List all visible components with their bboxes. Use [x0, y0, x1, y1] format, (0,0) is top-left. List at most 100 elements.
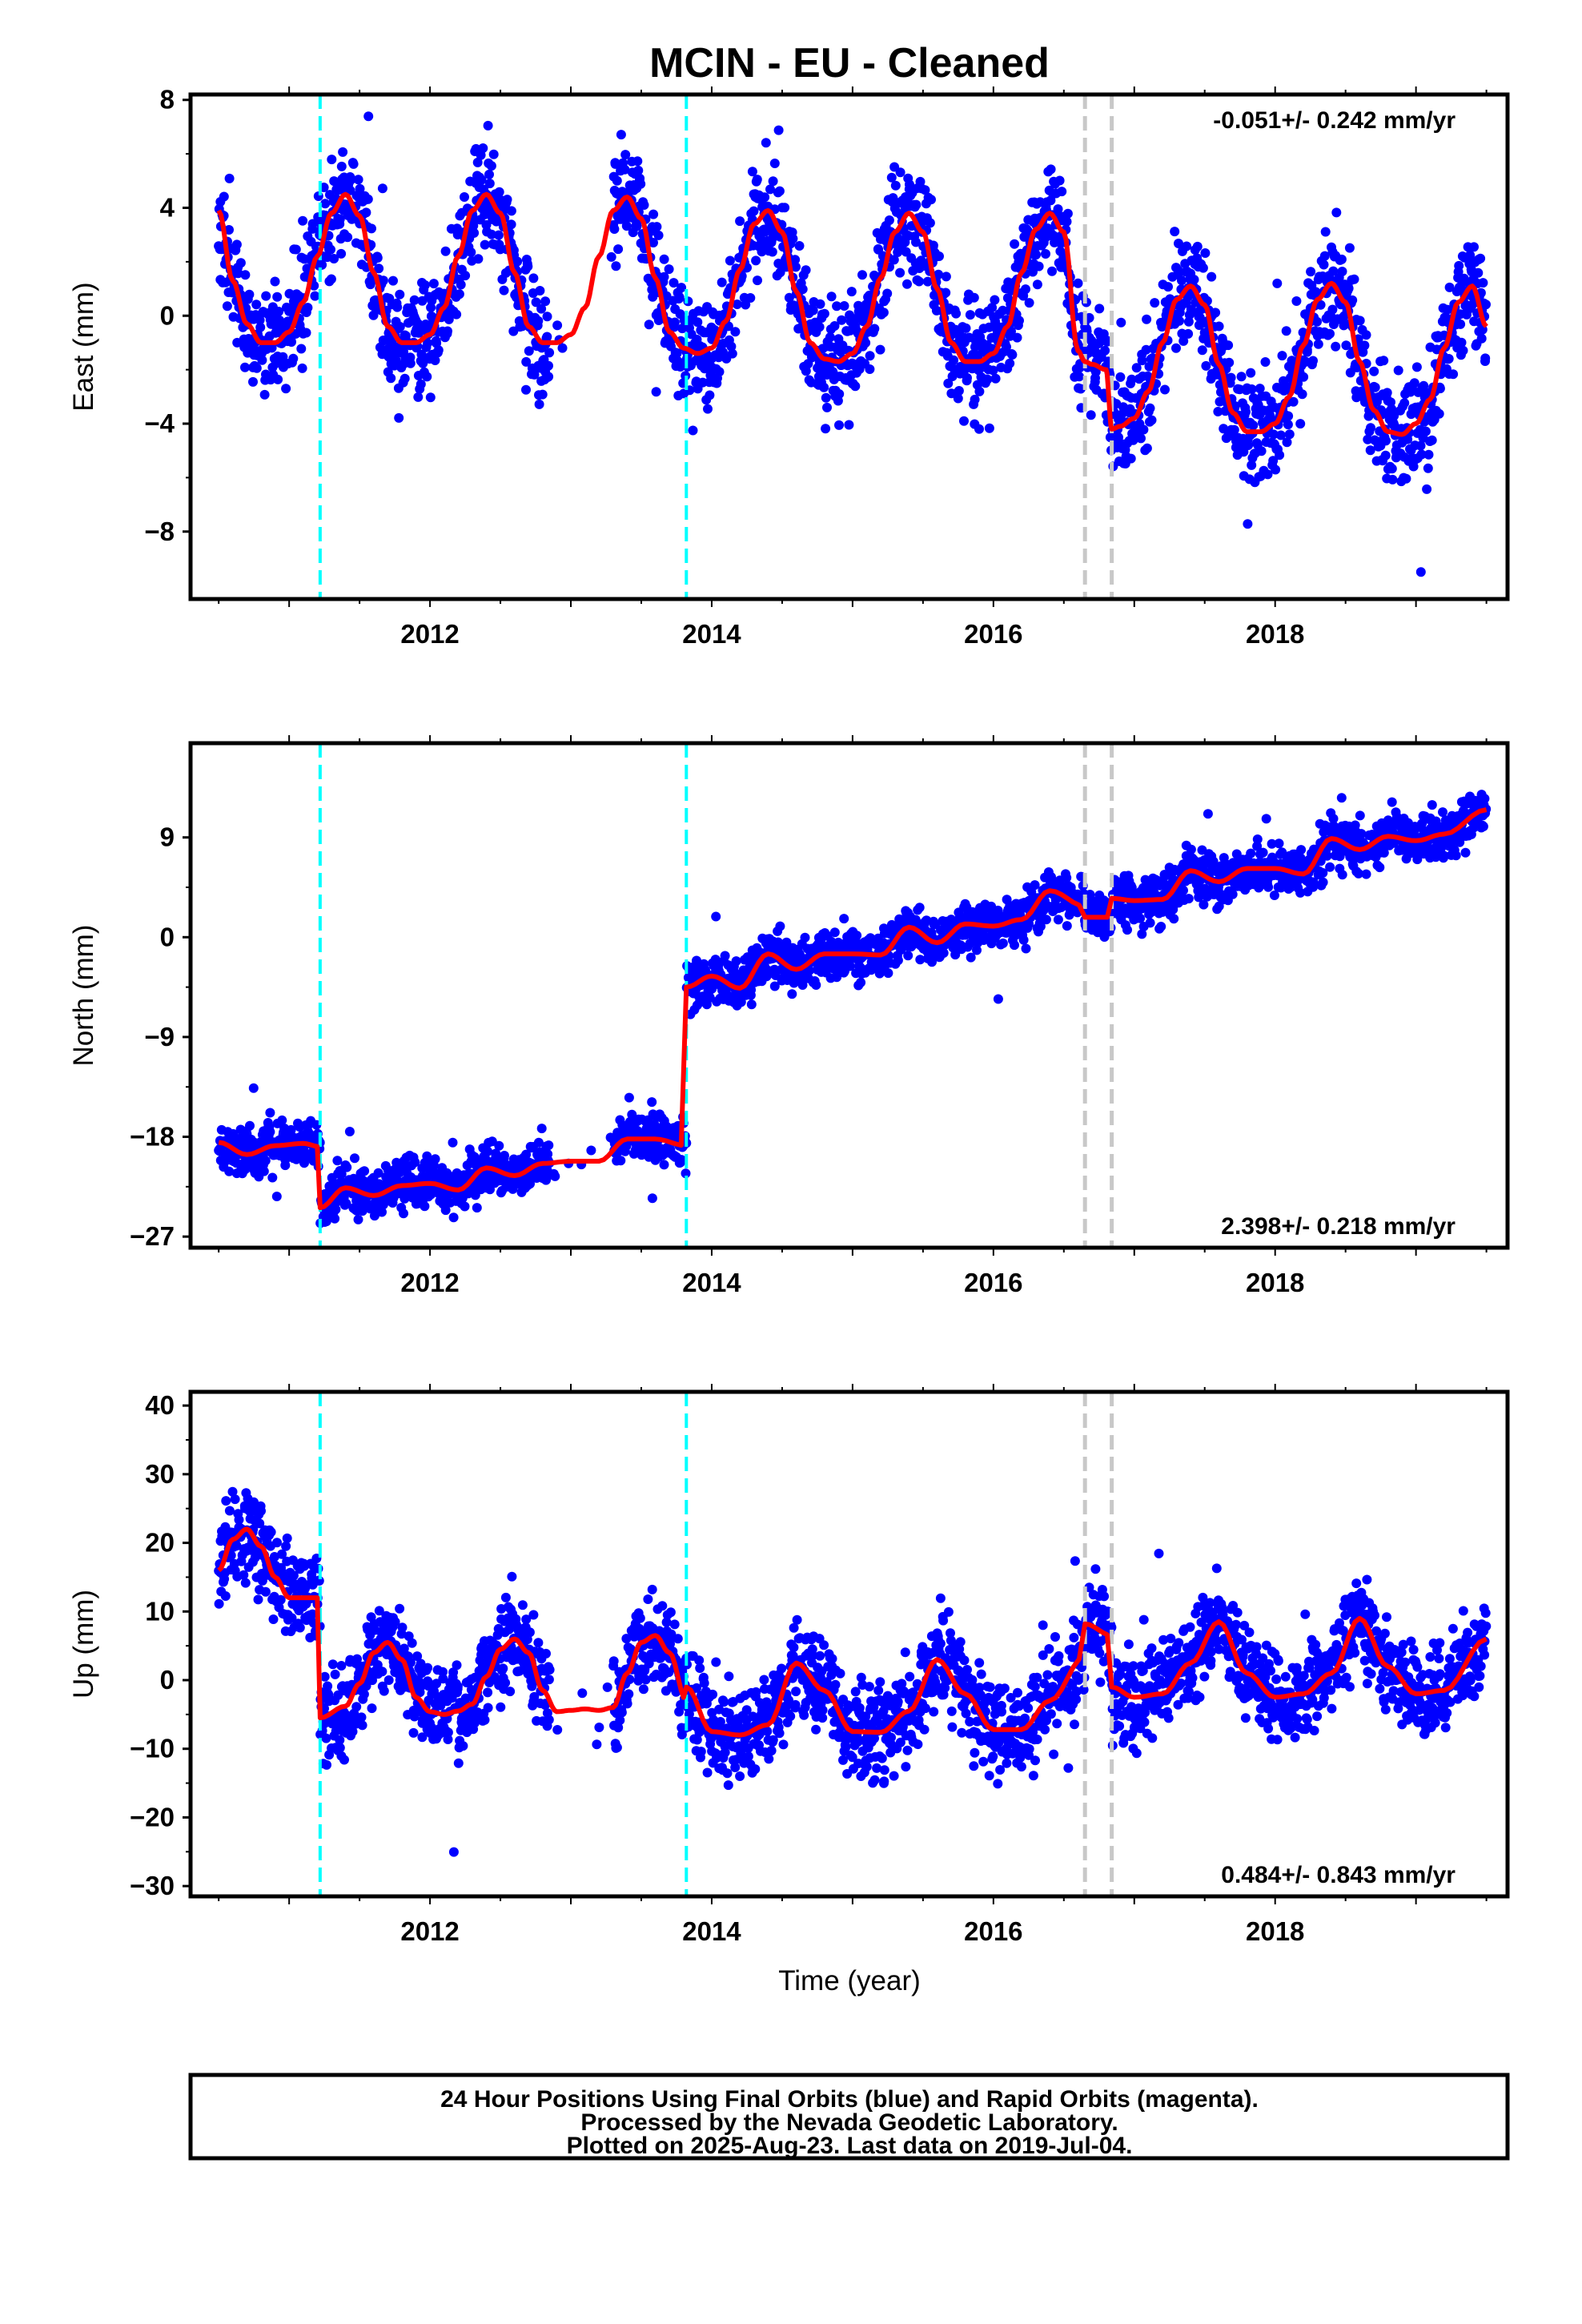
data-point — [267, 1172, 278, 1183]
data-point — [291, 244, 301, 255]
data-point — [1282, 437, 1292, 448]
data-point — [693, 317, 703, 328]
data-point — [1094, 304, 1105, 314]
data-point — [1062, 873, 1072, 883]
data-point — [240, 362, 250, 372]
data-point — [928, 240, 938, 251]
data-point — [336, 1169, 347, 1179]
data-point — [1223, 340, 1234, 351]
data-point — [616, 1156, 626, 1166]
data-point — [1021, 943, 1031, 954]
data-point — [586, 1145, 596, 1156]
data-point — [1480, 353, 1491, 364]
data-point — [962, 372, 972, 383]
data-point — [674, 292, 685, 303]
data-point — [1399, 398, 1410, 408]
data-point — [544, 372, 554, 382]
data-point — [494, 1140, 504, 1151]
data-point — [472, 1203, 482, 1213]
x-tick-label: 2018 — [1246, 619, 1304, 649]
data-point — [405, 358, 416, 368]
data-point — [1347, 295, 1358, 305]
data-point — [752, 175, 762, 185]
data-point — [633, 165, 644, 175]
data-point — [652, 222, 662, 232]
data-point — [261, 291, 271, 301]
data-point — [648, 238, 658, 247]
data-point — [1010, 940, 1019, 951]
data-point — [705, 390, 715, 400]
data-point — [1349, 274, 1359, 284]
data-point — [990, 373, 1001, 384]
data-point — [780, 203, 790, 213]
data-point — [1331, 341, 1341, 352]
data-point — [344, 1127, 355, 1136]
data-point — [982, 374, 993, 384]
data-point — [1086, 410, 1096, 420]
data-point — [346, 174, 356, 184]
data-point — [726, 341, 737, 352]
data-point — [1207, 271, 1217, 282]
data-point — [494, 187, 504, 197]
data-point — [1456, 319, 1466, 329]
data-point — [1031, 250, 1041, 260]
data-point — [895, 167, 905, 178]
data-point — [473, 254, 484, 264]
data-point — [1465, 250, 1476, 260]
data-point — [895, 267, 905, 278]
data-point — [1174, 316, 1184, 326]
data-point — [934, 251, 944, 261]
data-point — [844, 420, 854, 430]
data-point — [821, 424, 831, 434]
data-point — [363, 111, 374, 122]
data-point — [1476, 333, 1487, 344]
data-point — [372, 253, 383, 263]
data-point — [648, 209, 659, 219]
data-point — [409, 295, 420, 305]
data-point — [1327, 304, 1338, 315]
data-point — [541, 1172, 552, 1183]
data-point — [1131, 363, 1142, 373]
data-point — [1272, 278, 1283, 288]
data-point — [751, 255, 761, 266]
data-point — [1256, 446, 1267, 456]
data-point — [1138, 424, 1149, 435]
data-point — [500, 1151, 509, 1160]
data-point — [1269, 891, 1279, 900]
data-point — [410, 1157, 420, 1168]
data-point — [1439, 850, 1449, 861]
data-point — [659, 254, 669, 264]
data-point — [448, 1137, 458, 1148]
data-point — [310, 291, 320, 301]
data-point — [717, 277, 727, 287]
data-point — [920, 185, 930, 195]
data-point — [746, 999, 757, 1010]
data-point — [829, 927, 840, 938]
data-point — [531, 297, 541, 308]
data-point — [1387, 464, 1397, 474]
data-point — [1275, 450, 1285, 460]
data-point — [1246, 368, 1256, 378]
data-point — [251, 363, 262, 373]
data-point — [1035, 921, 1046, 931]
data-point — [1268, 429, 1279, 440]
data-point — [536, 304, 547, 314]
data-point — [326, 244, 335, 255]
data-point — [711, 911, 721, 922]
data-point — [428, 279, 439, 289]
data-point — [222, 301, 232, 312]
data-point — [1006, 326, 1016, 336]
data-point — [1481, 300, 1491, 310]
data-point — [882, 288, 893, 299]
data-point — [1252, 834, 1263, 844]
data-point — [336, 248, 347, 259]
data-point — [1423, 449, 1434, 460]
data-point — [632, 156, 643, 167]
data-point — [251, 300, 262, 310]
data-point — [1002, 342, 1011, 352]
data-point — [1328, 266, 1339, 276]
data-point — [775, 921, 785, 931]
data-point — [1337, 267, 1347, 276]
data-point — [821, 392, 831, 403]
